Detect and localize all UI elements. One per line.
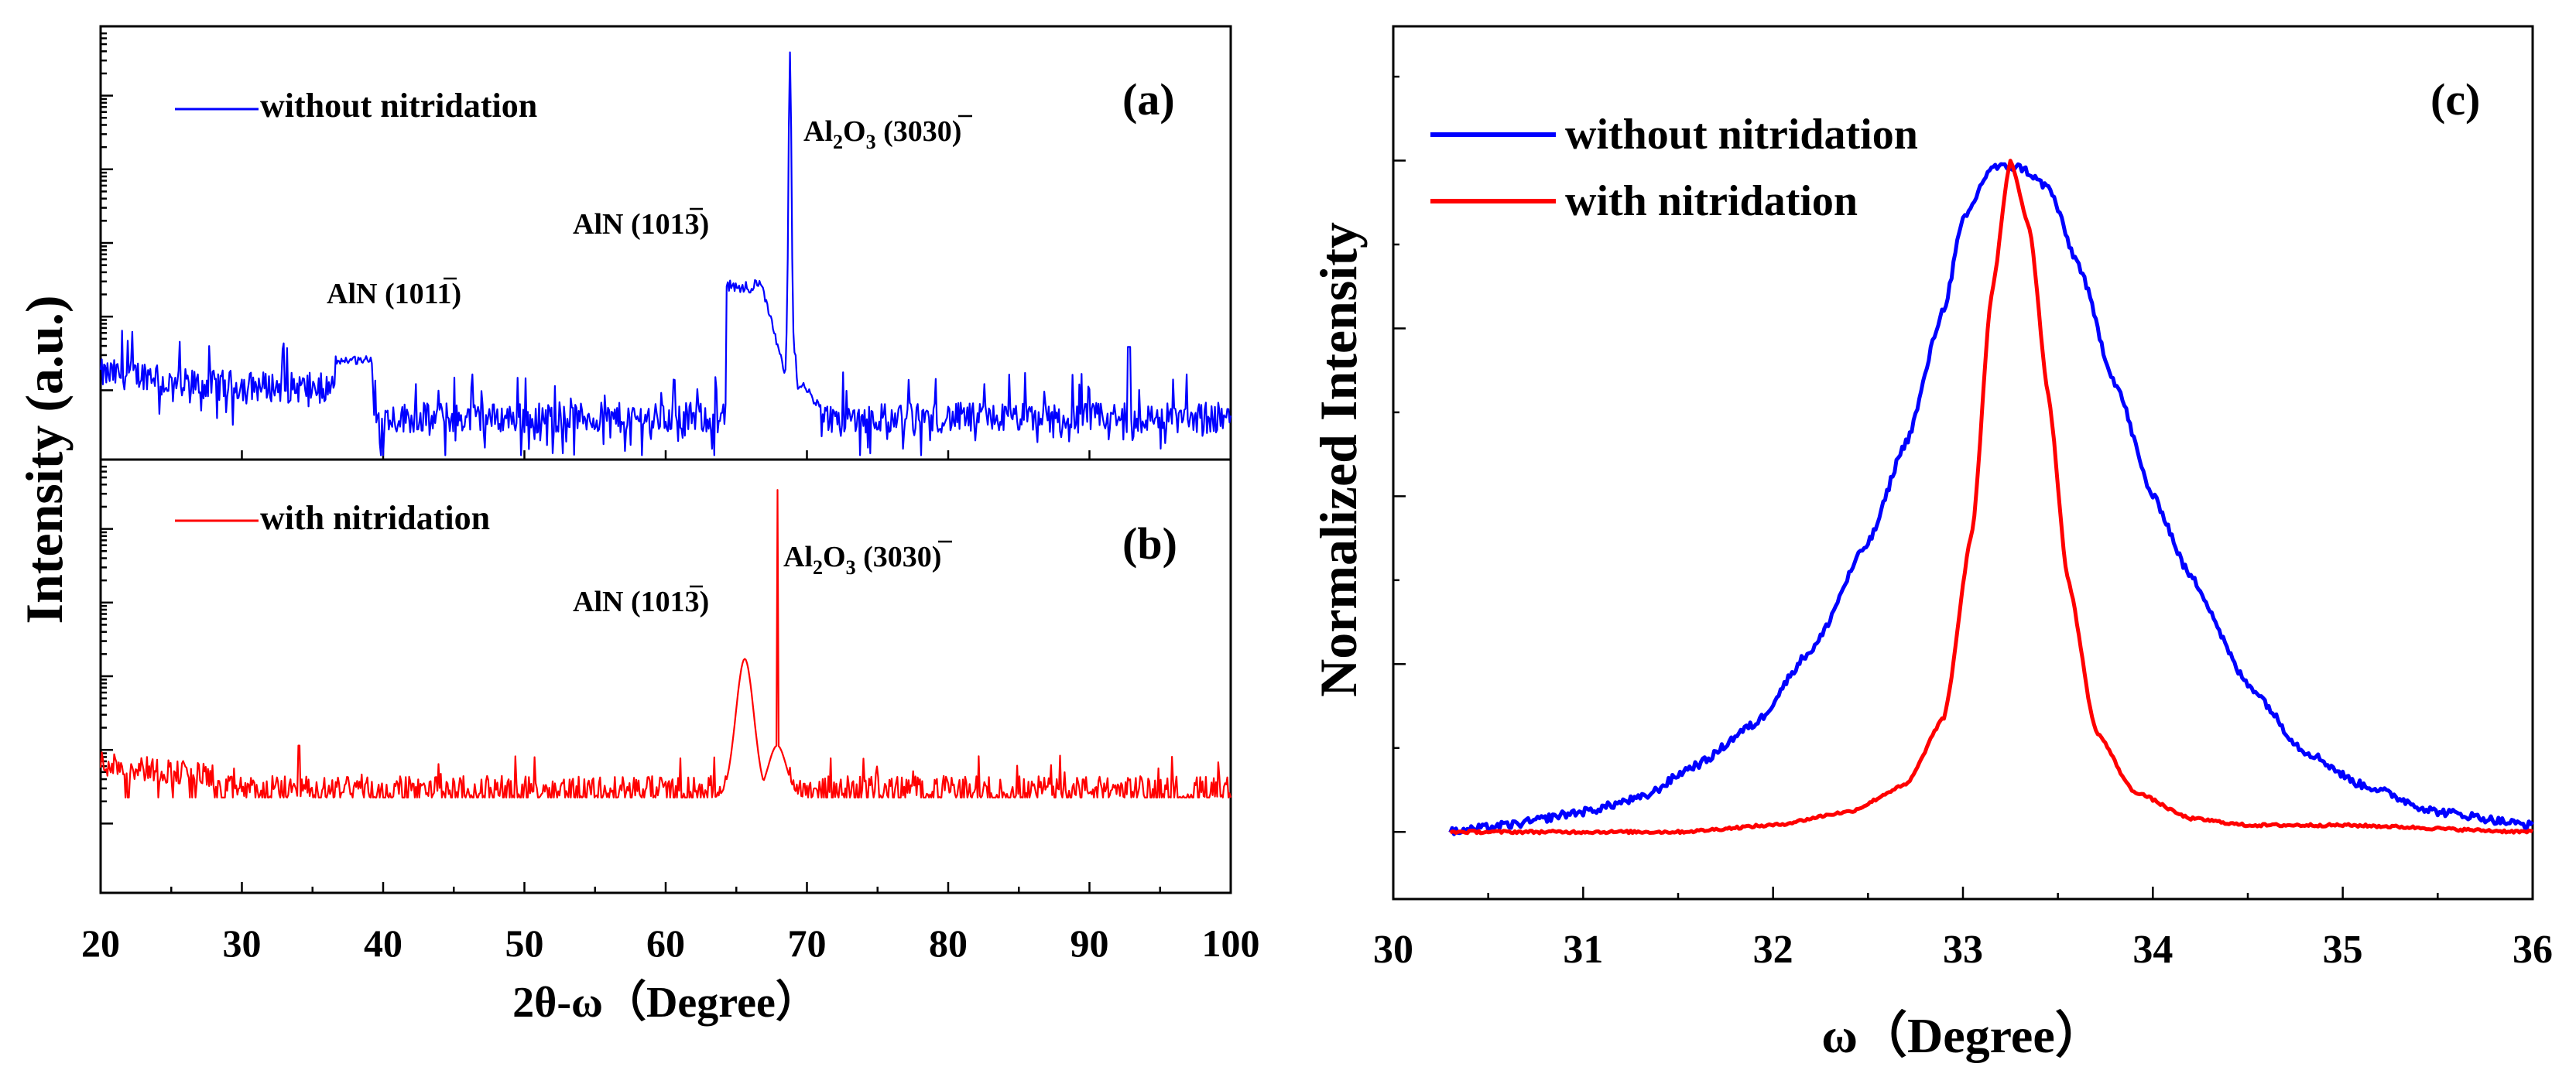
x-tick-label-ab-40: 40 <box>364 921 402 965</box>
x-tick-label-c-31: 31 <box>1563 928 1603 972</box>
x-tick-label-c-30: 30 <box>1373 928 1413 972</box>
panel-ab-ticks: 20 30 40 50 60 70 80 90 100 <box>81 32 1260 965</box>
x-tick-label-ab-100: 100 <box>1202 921 1260 965</box>
series-line-with-nitridation-b <box>99 489 1232 798</box>
x-tick-label-ab-90: 90 <box>1070 921 1109 965</box>
panel-c-frame <box>1392 25 2534 901</box>
peak-label-b-al2o3: Al2O3 (3030) <box>783 541 941 579</box>
legend-text-a: without nitridation <box>260 87 537 125</box>
series-line-c-with-nitridation <box>1449 159 2534 836</box>
x-axis-title-ab: 2θ-ω（Degree） <box>512 978 819 1027</box>
legend-text-c-with: with nitridation <box>1565 177 1858 225</box>
x-tick-label-ab-30: 30 <box>223 921 262 965</box>
peak-label-a-aln1013: AlN (1013) <box>573 208 709 241</box>
x-tick-label-ab-70: 70 <box>788 921 827 965</box>
series-line-without-nitridation-a <box>99 51 1232 456</box>
panel-label-c: (c) <box>2430 74 2480 125</box>
legend-text-c-without: without nitridation <box>1565 111 1918 159</box>
panel-label-b: (b) <box>1122 518 1177 569</box>
x-tick-label-ab-20: 20 <box>81 921 120 965</box>
panel-c-ticks: 30 31 32 33 34 35 36 <box>1373 75 2553 972</box>
x-tick-label-ab-80: 80 <box>929 921 968 965</box>
x-tick-label-c-33: 33 <box>1943 928 1983 972</box>
peak-label-b-aln1013: AlN (1013) <box>573 586 709 618</box>
panel-label-a: (a) <box>1122 74 1175 125</box>
y-axis-title-c: Normalized Intensity <box>1309 222 1368 697</box>
x-tick-label-c-36: 36 <box>2513 928 2553 972</box>
peak-label-a-al2o3: Al2O3 (3030) <box>803 115 961 153</box>
x-tick-label-c-32: 32 <box>1753 928 1793 972</box>
peak-label-a-aln1011: AlN (1011) <box>327 278 461 310</box>
x-tick-label-c-35: 35 <box>2323 928 2363 972</box>
x-tick-label-ab-60: 60 <box>646 921 685 965</box>
legend-text-b: with nitridation <box>260 499 490 537</box>
x-axis-title-c: ω（Degree） <box>1821 1008 2104 1063</box>
y-axis-title-ab: Intensity (a.u.) <box>15 295 74 624</box>
series-line-c-without-nitridation <box>1448 162 2534 836</box>
x-tick-label-c-34: 34 <box>2132 928 2173 972</box>
x-tick-label-ab-50: 50 <box>505 921 544 965</box>
